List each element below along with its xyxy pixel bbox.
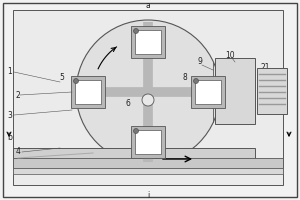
Text: 2: 2	[16, 90, 20, 99]
Text: 4: 4	[16, 148, 20, 156]
Bar	[191, 76, 225, 108]
Bar	[13, 10, 283, 185]
Text: 5: 5	[60, 73, 64, 82]
Circle shape	[134, 28, 139, 33]
Text: 3: 3	[8, 110, 12, 119]
Bar	[71, 76, 105, 108]
Text: b: b	[8, 134, 12, 142]
Bar	[75, 80, 101, 104]
Text: 8: 8	[183, 73, 188, 82]
Bar	[13, 148, 255, 170]
Text: 1: 1	[8, 68, 12, 76]
Bar	[195, 80, 221, 104]
Bar	[215, 58, 255, 124]
Circle shape	[194, 78, 199, 84]
Circle shape	[76, 20, 220, 164]
Bar	[135, 130, 161, 154]
Text: 6: 6	[126, 99, 130, 108]
Circle shape	[142, 94, 154, 106]
Bar	[131, 126, 165, 158]
Bar	[257, 68, 287, 114]
Text: 21: 21	[260, 64, 270, 72]
Text: a: a	[146, 1, 150, 10]
Bar	[13, 168, 283, 174]
Text: i: i	[147, 192, 149, 200]
Circle shape	[134, 129, 139, 134]
Text: 7: 7	[146, 99, 150, 108]
Text: 10: 10	[225, 50, 235, 60]
Text: 9: 9	[198, 58, 203, 66]
Bar	[135, 30, 161, 54]
Bar	[13, 158, 283, 168]
Circle shape	[74, 78, 79, 84]
Bar	[131, 26, 165, 58]
